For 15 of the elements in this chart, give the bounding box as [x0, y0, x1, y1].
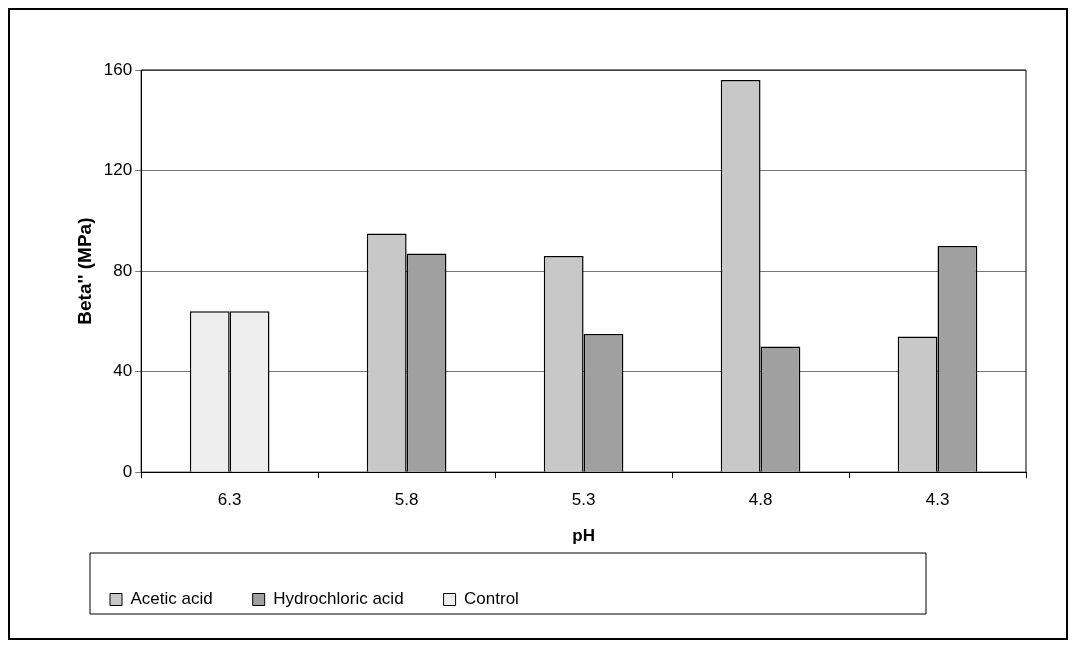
x-tick-label: 6.3: [217, 490, 242, 510]
legend-label: Acetic acid: [130, 589, 213, 609]
x-tick-label: 5.3: [571, 490, 596, 510]
y-tick-label: 160: [103, 59, 133, 79]
legend-label: Hydrochloric acid: [273, 589, 404, 609]
y-tick-label: 80: [113, 260, 133, 280]
y-axis-title: Beta'' (MPa): [73, 217, 95, 325]
x-tick-label: 5.8: [394, 490, 419, 510]
y-tick-label: 120: [103, 160, 133, 180]
x-axis-title: pH: [572, 526, 595, 546]
x-tick-label: 4.3: [925, 490, 950, 510]
y-tick-label: 0: [122, 461, 133, 481]
legend-label: Control: [464, 589, 519, 609]
y-tick-label: 40: [113, 361, 133, 381]
x-tick-label: 4.8: [748, 490, 773, 510]
